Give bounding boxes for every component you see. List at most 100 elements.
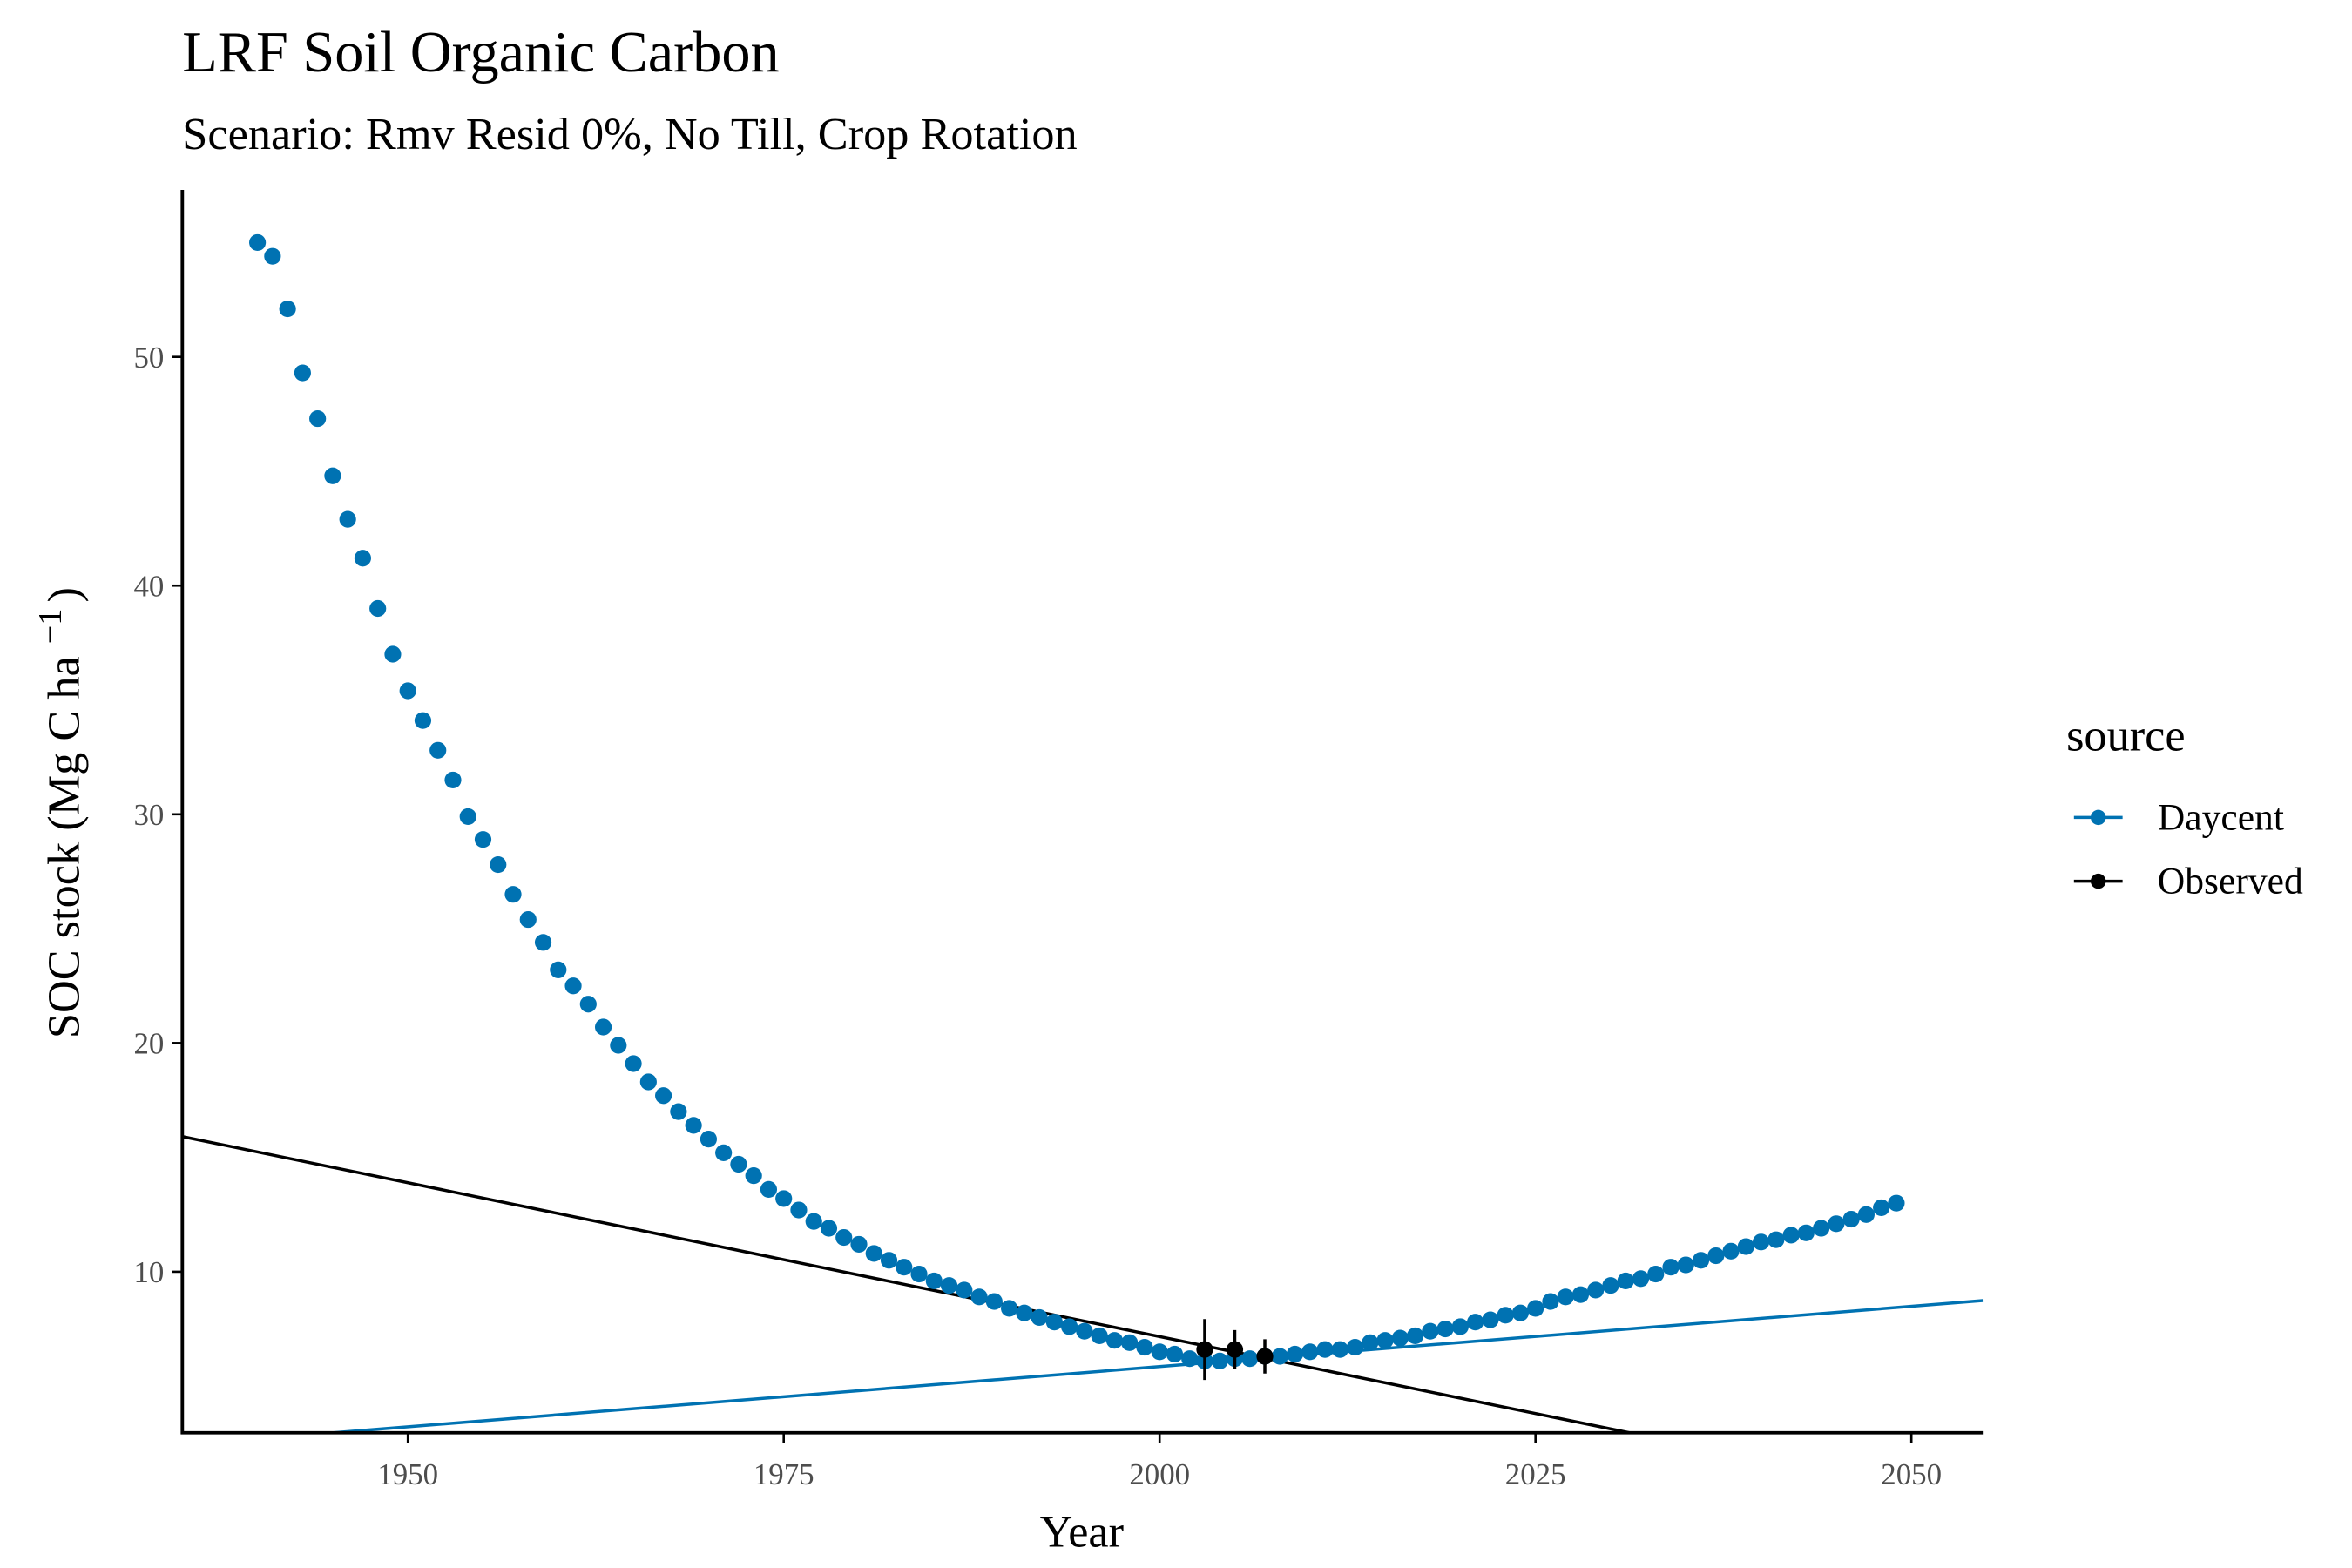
data-point <box>1782 1227 1800 1244</box>
data-point <box>384 645 402 663</box>
data-point <box>835 1228 853 1247</box>
data-point <box>1647 1265 1665 1283</box>
data-point <box>1571 1286 1590 1303</box>
data-point <box>1256 1348 1274 1365</box>
data-point <box>1722 1242 1740 1260</box>
data-point <box>1271 1348 1288 1365</box>
y-axis-title-superscript: −1 <box>32 609 69 645</box>
data-point <box>1692 1252 1710 1269</box>
data-point <box>474 831 492 848</box>
data-point <box>700 1131 717 1148</box>
chart-title: LRF Soil Organic Carbon <box>182 21 779 84</box>
data-point <box>820 1220 838 1237</box>
data-point <box>1301 1343 1319 1361</box>
legend-label: Daycent <box>2158 796 2284 838</box>
data-point <box>760 1180 778 1198</box>
data-point <box>865 1245 882 1262</box>
data-point <box>399 682 416 700</box>
data-point <box>1105 1332 1124 1349</box>
plot-area <box>182 233 1984 1433</box>
y-axis-title: SOC stock (Mg C ha −1) <box>32 587 90 1038</box>
data-point <box>1045 1314 1063 1331</box>
trend-line <box>182 1135 1638 1433</box>
x-tick-label: 1975 <box>754 1457 814 1491</box>
data-point <box>534 934 552 951</box>
data-point <box>610 1037 627 1054</box>
legend-key-point <box>2091 873 2106 889</box>
data-point <box>896 1259 913 1276</box>
y-tick-label: 30 <box>133 798 164 832</box>
trend-line <box>314 1299 1984 1433</box>
data-point <box>324 467 341 484</box>
data-point <box>339 510 356 528</box>
x-tick-label: 1950 <box>377 1457 438 1491</box>
data-point <box>1857 1206 1875 1223</box>
data-point <box>1407 1327 1424 1345</box>
data-point <box>1662 1259 1680 1276</box>
data-point <box>956 1281 973 1299</box>
data-point <box>1121 1334 1139 1351</box>
y-tick-label: 40 <box>133 569 164 603</box>
data-point <box>715 1144 733 1161</box>
data-point <box>579 996 597 1013</box>
data-point <box>639 1073 657 1091</box>
data-point <box>1752 1233 1770 1251</box>
data-point <box>1557 1288 1574 1306</box>
data-point <box>850 1235 868 1254</box>
data-point <box>1617 1272 1634 1290</box>
data-point <box>1797 1224 1815 1241</box>
data-point <box>414 712 432 729</box>
data-point <box>925 1272 943 1290</box>
data-point <box>1076 1322 1093 1340</box>
data-point <box>625 1055 642 1072</box>
data-point <box>1527 1300 1544 1317</box>
data-point <box>1376 1332 1394 1349</box>
data-point <box>1587 1281 1605 1299</box>
data-point <box>1888 1194 1905 1212</box>
legend-title: source <box>2066 711 2186 761</box>
data-point <box>1346 1338 1364 1356</box>
data-point <box>444 771 462 789</box>
data-point <box>1422 1322 1439 1340</box>
data-point <box>1467 1314 1484 1331</box>
data-point <box>775 1190 793 1207</box>
data-point <box>309 409 327 428</box>
data-point <box>805 1213 822 1230</box>
data-point <box>504 886 522 903</box>
x-tick-label: 2025 <box>1505 1457 1566 1491</box>
data-point <box>1316 1341 1334 1358</box>
data-point <box>1362 1334 1379 1351</box>
data-point <box>1707 1247 1725 1265</box>
data-point <box>564 977 582 995</box>
data-point <box>594 1018 612 1036</box>
data-point <box>1166 1345 1184 1363</box>
data-point <box>1632 1270 1650 1288</box>
data-point <box>1873 1199 1890 1217</box>
data-point <box>1241 1350 1259 1368</box>
data-point <box>940 1277 958 1294</box>
data-point <box>1677 1256 1694 1274</box>
data-point <box>655 1087 672 1105</box>
data-point <box>459 808 476 826</box>
data-point <box>1196 1341 1213 1358</box>
x-tick-label: 2000 <box>1129 1457 1190 1491</box>
data-point <box>1286 1345 1304 1363</box>
y-tick-label: 50 <box>133 341 164 375</box>
data-point <box>1000 1300 1018 1317</box>
data-point <box>985 1293 1003 1310</box>
y-tick-label: 20 <box>133 1027 164 1061</box>
data-point <box>1497 1307 1514 1324</box>
legend-label: Observed <box>2158 861 2303 902</box>
data-point <box>519 910 537 929</box>
data-point <box>1016 1304 1033 1321</box>
data-point <box>970 1288 988 1306</box>
data-point <box>1331 1341 1348 1358</box>
data-point <box>1091 1327 1108 1345</box>
chart-subtitle: Scenario: Rmv Resid 0%, No Till, Crop Ro… <box>182 109 1077 159</box>
data-point <box>1211 1352 1228 1369</box>
data-point <box>1061 1318 1078 1335</box>
data-point <box>1828 1215 1845 1233</box>
data-point <box>1391 1329 1409 1347</box>
data-point <box>490 855 507 874</box>
